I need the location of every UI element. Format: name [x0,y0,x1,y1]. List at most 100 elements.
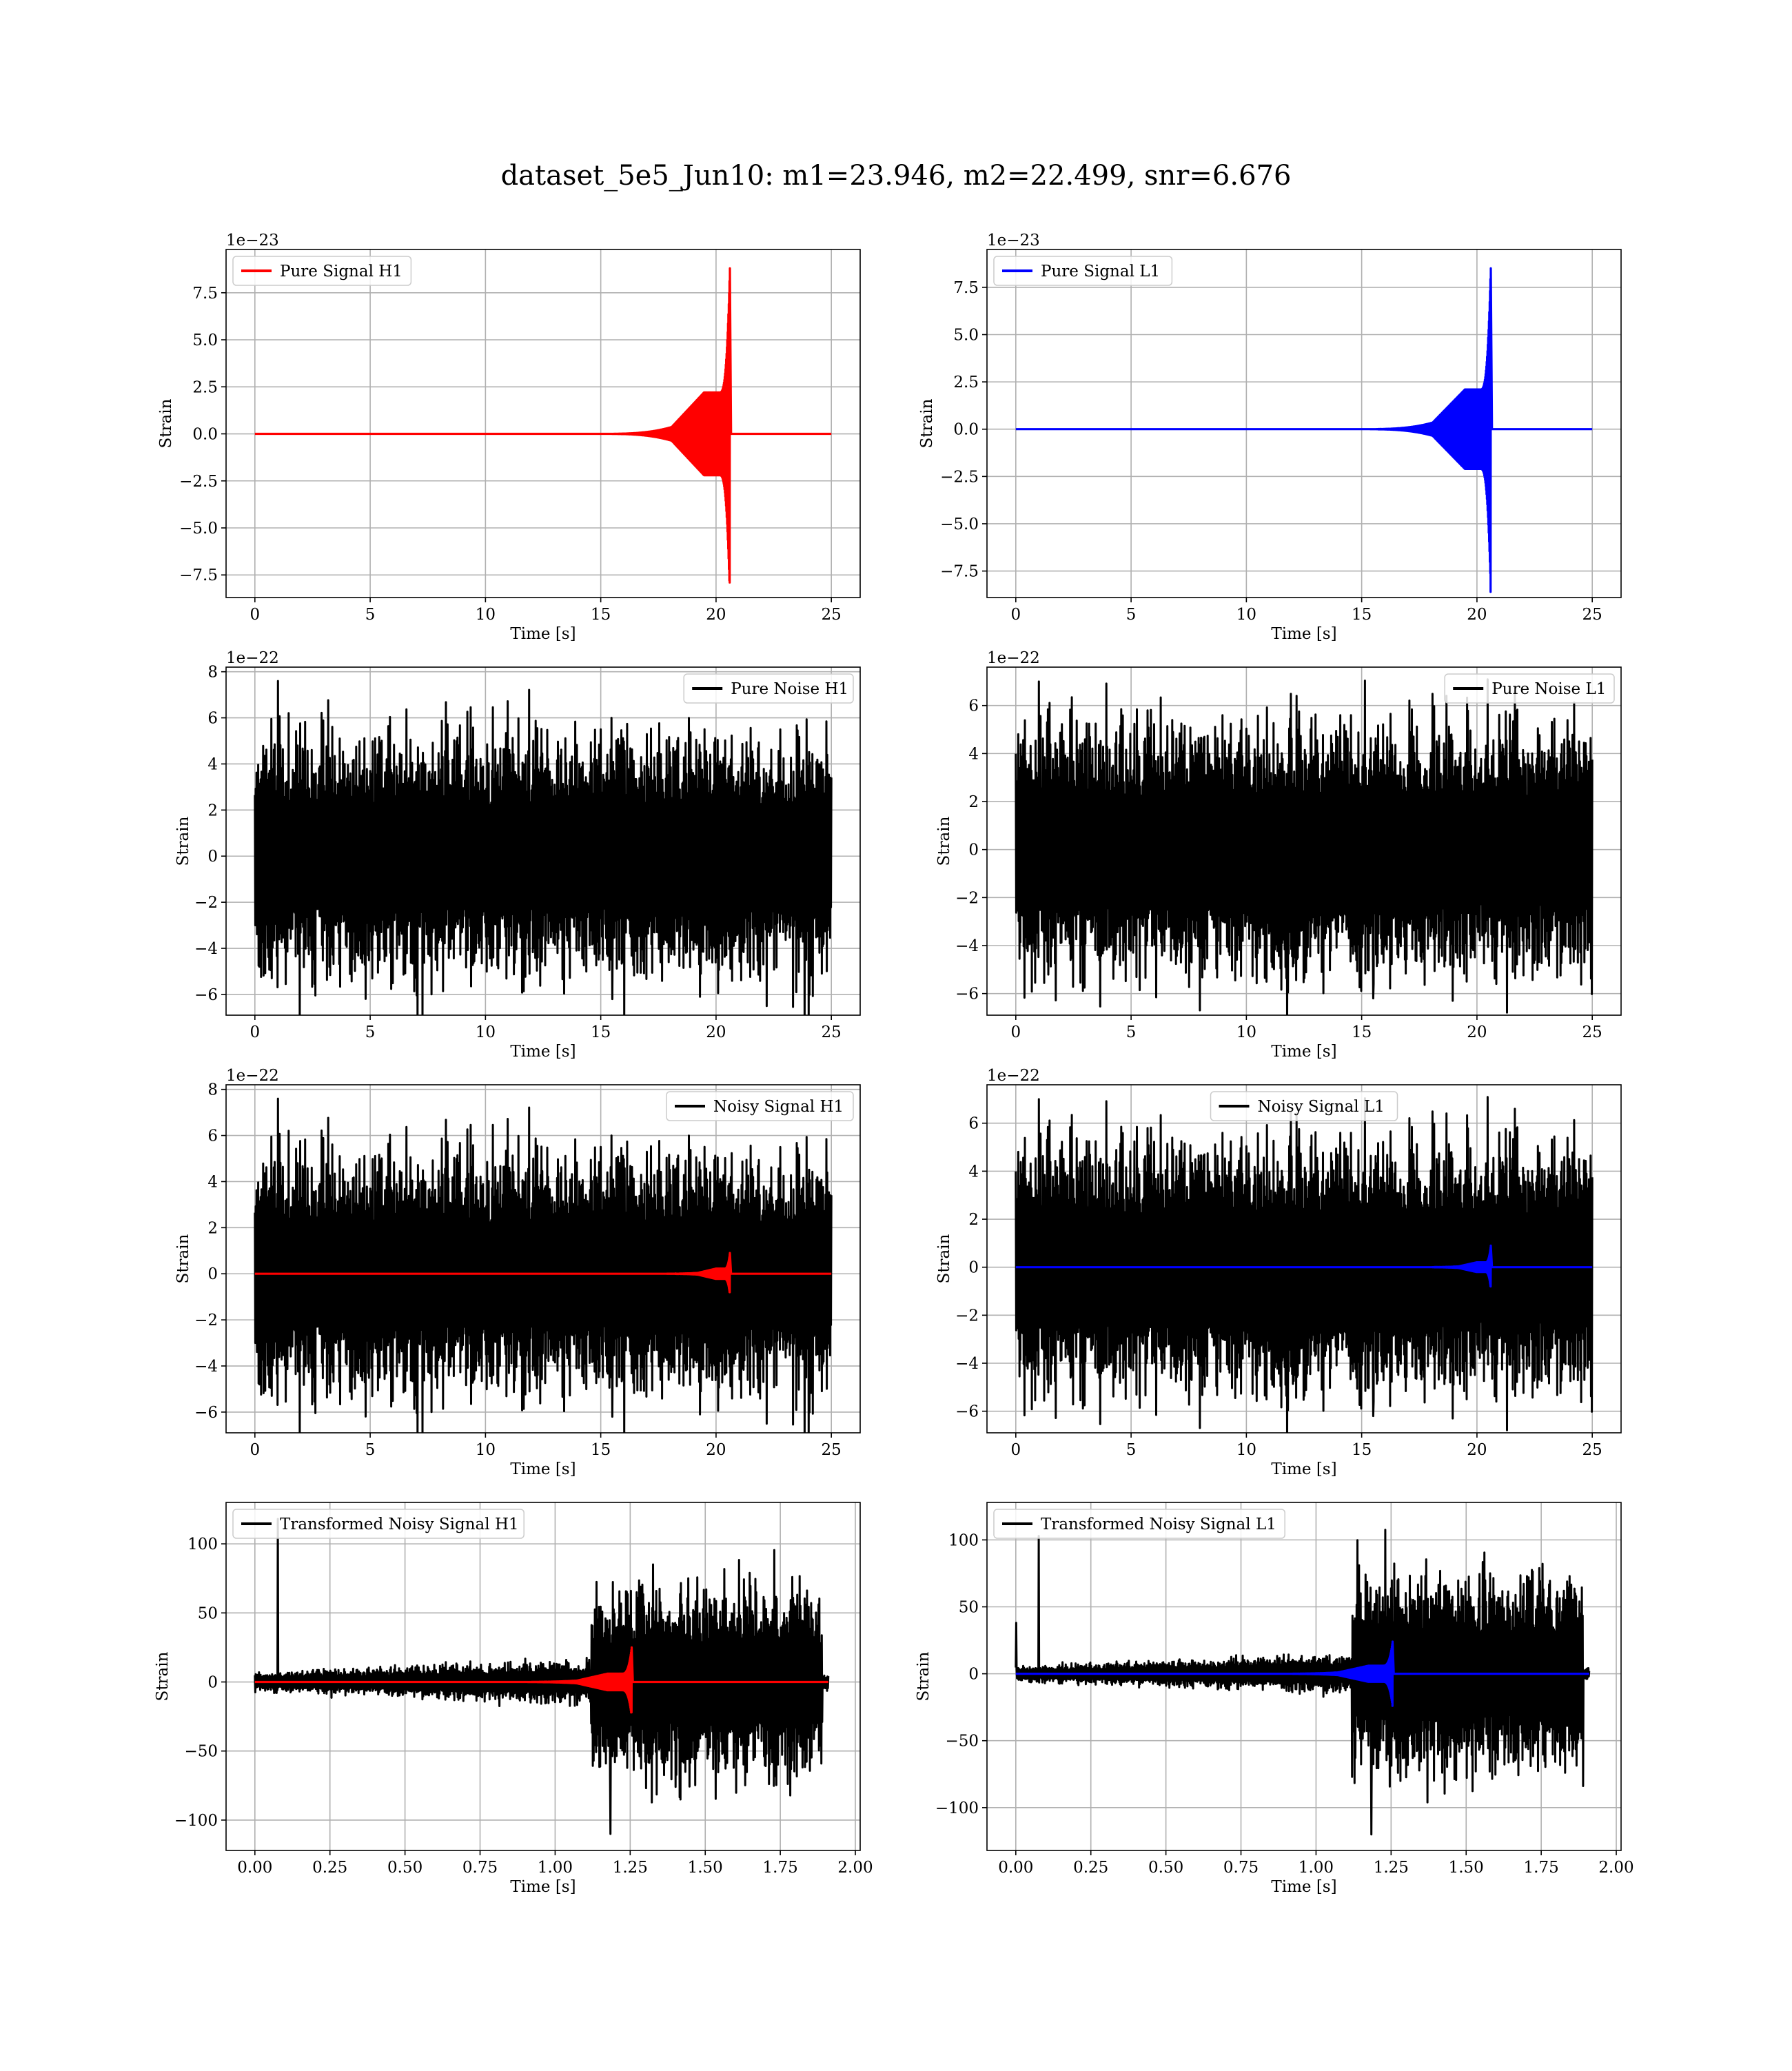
x-tick-label: 15 [591,606,611,624]
axis-offset-text: 1e−22 [987,1067,1040,1085]
y-tick-label: −5.0 [179,520,218,538]
x-axis-label: Time [s] [510,1460,576,1478]
x-tick-label: 20 [1467,606,1487,624]
x-tick-label: 0.50 [1148,1859,1183,1877]
legend-box [683,673,854,704]
y-tick-label: −50 [945,1733,979,1751]
x-tick-label: 25 [1582,606,1602,624]
x-tick-label: 0 [1010,1441,1021,1459]
panel-noisy-signal-l1: 0 5 10 15 20 25 −6 −4 −2 0 2 4 6 Time [s] Strain 1e−22 N… [935,1067,1622,1478]
x-tick-label: 0.00 [237,1859,272,1877]
y-tick-label: 0.0 [192,426,218,444]
x-tick-label: 20 [706,606,726,624]
x-tick-label: 25 [1582,1441,1602,1459]
y-tick-label: 2.5 [953,374,979,391]
legend-box [232,1509,525,1539]
y-tick-label: 8 [207,664,218,682]
x-tick-label: 15 [1352,1441,1372,1459]
axis-offset-text: 1e−23 [226,232,279,249]
legend: Pure Noise H1 [683,673,854,704]
series-line-noisy-signal-h1-overlay-1 [254,1252,832,1294]
legend: Pure Noise L1 [1444,673,1615,704]
y-tick-label: 2.5 [192,378,218,396]
x-tick-label: 0 [1010,606,1021,624]
legend-label: Pure Signal H1 [280,263,403,280]
legend: Pure Signal H1 [232,256,412,286]
y-tick-label: 6 [968,697,979,715]
y-tick-label: −4 [194,1358,218,1376]
y-tick-label: −50 [184,1743,218,1761]
series-line-pure-noise-h1 [254,680,833,1015]
y-tick-label: −4 [194,940,218,958]
x-tick-label: 0 [250,1023,260,1041]
legend-label: Noisy Signal H1 [713,1098,844,1116]
legend-box [1210,1091,1398,1121]
y-tick-label: −6 [955,1403,979,1421]
y-tick-label: 2 [207,1219,218,1237]
y-tick-label: 7.5 [192,285,218,303]
x-axis-label: Time [s] [1271,1878,1336,1896]
x-tick-label: 0.50 [387,1859,422,1877]
x-tick-label: 10 [1236,606,1256,624]
y-tick-label: 6 [968,1115,979,1133]
figure-title: dataset_5e5_Jun10: m1=23.946, m2=22.499,… [501,160,1292,192]
y-tick-label: −4 [955,1355,979,1373]
legend-label: Pure Noise H1 [731,680,848,698]
x-axis-label: Time [s] [1271,625,1336,643]
legend: Transformed Noisy Signal H1 [232,1509,525,1539]
x-tick-label: 25 [822,606,842,624]
x-tick-label: 5 [1126,1441,1137,1459]
y-axis-label: Strain [174,1234,192,1283]
legend-label: Pure Signal L1 [1041,263,1160,280]
x-tick-label: 0.75 [1223,1859,1259,1877]
x-tick-label: 5 [1126,1023,1137,1041]
panel-pure-noise-l1: 0 5 10 15 20 25 −6 −4 −2 0 2 4 6 Time [s] Strain 1e−22 P… [935,649,1622,1061]
plot-area [987,249,1621,598]
legend: Pure Signal L1 [993,256,1173,286]
legend-label: Transformed Noisy Signal H1 [280,1516,519,1533]
y-tick-label: 6 [207,710,218,728]
x-tick-label: 0 [1010,1023,1021,1041]
y-tick-label: 4 [968,1163,979,1181]
axis-offset-text: 1e−22 [226,1067,279,1085]
y-tick-label: 0 [968,841,979,859]
y-tick-label: 4 [207,755,218,773]
y-tick-label: −100 [174,1812,218,1830]
x-tick-label: 10 [476,1441,496,1459]
x-tick-label: 5 [365,1441,376,1459]
x-tick-label: 20 [706,1023,726,1041]
legend-box [232,256,412,286]
y-tick-label: 2 [968,1211,979,1229]
x-axis-label: Time [s] [1271,1043,1336,1061]
y-tick-label: −2 [955,1307,979,1325]
panel-transformed-noisy-signal-l1: 0.00 0.25 0.50 0.75 1.00 1.25 1.50 1.75 2.00 −100… [915,1502,1634,1896]
legend: Noisy Signal H1 [666,1091,854,1121]
x-tick-label: 0.75 [462,1859,498,1877]
series-line-pure-noise-l1 [1015,678,1594,1015]
x-tick-label: 1.75 [763,1859,798,1877]
legend-box [1444,673,1615,704]
x-axis-label: Time [s] [510,1878,576,1896]
legend-box [993,256,1173,286]
y-tick-label: 8 [207,1081,218,1099]
y-axis-label: Strain [157,398,175,448]
x-tick-label: 25 [822,1023,842,1041]
axes-frame [986,1084,1622,1434]
x-tick-label: 5 [365,1023,376,1041]
x-tick-label: 0.00 [998,1859,1033,1877]
legend-label: Noisy Signal L1 [1258,1098,1385,1116]
y-axis-label: Strain [935,1234,953,1283]
x-tick-label: 2.00 [1598,1859,1633,1877]
x-tick-label: 0.25 [312,1859,347,1877]
x-tick-label: 15 [1352,606,1372,624]
axes-frame [225,1502,861,1851]
panel-noisy-signal-h1: 0 5 10 15 20 25 −6 −4 −2 0 2 4 6 8 Time [s] Strain 1e−22… [174,1067,861,1478]
x-tick-label: 1.25 [1374,1859,1409,1877]
x-tick-label: 10 [1236,1441,1256,1459]
y-tick-label: −7.5 [179,567,218,584]
x-tick-label: 1.25 [613,1859,648,1877]
x-axis-label: Time [s] [510,625,576,643]
y-tick-label: −6 [194,986,218,1004]
legend-box [666,1091,854,1121]
axis-offset-text: 1e−22 [987,649,1040,667]
